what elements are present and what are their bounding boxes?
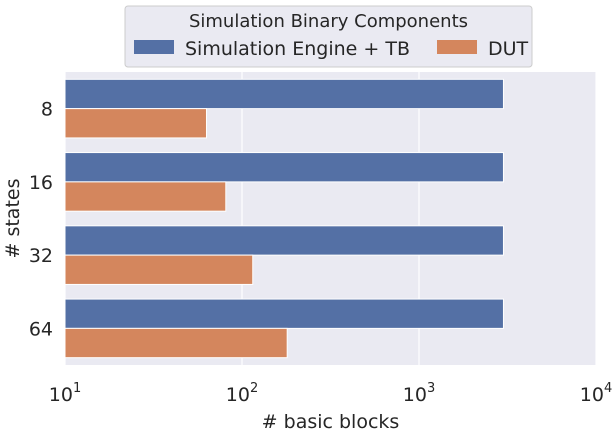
y-tick-label: 16 [29,172,53,194]
x-tick-exponent: 3 [427,381,435,396]
bar-dut-8 [64,108,207,139]
legend-label: Simulation Engine + TB [185,38,410,60]
bar-dut-32 [64,254,254,285]
legend-items: Simulation Engine + TB DUT [134,38,529,60]
bar-dut-64 [64,327,288,359]
bar-engine-tb-16 [64,152,504,183]
y-tick-labels: 8 16 32 64 [29,99,53,341]
bar-engine-tb-64 [64,298,504,329]
y-tick-label: 32 [29,245,53,267]
legend-title: Simulation Binary Components [189,11,468,32]
x-tick-label: 101 [49,381,81,406]
x-tick-exponent: 2 [250,381,258,396]
bar-dut-16 [64,181,227,212]
y-tick-label: 8 [41,99,53,121]
x-tick-exponent: 1 [73,381,81,396]
bars [64,78,504,359]
legend-frame [124,5,533,68]
x-tick-labels: 101 102 103 104 [49,381,612,406]
x-axis-label: # basic blocks [262,411,400,433]
x-tick-label: 104 [580,381,612,406]
legend-label: DUT [488,38,529,60]
x-tick-label: 102 [226,381,258,406]
legend-swatch [134,40,174,54]
bar-engine-tb-32 [64,225,504,256]
legend-swatch [437,40,477,54]
y-tick-label: 64 [29,318,53,340]
y-axis-label: # states [2,179,24,259]
x-tick-label: 103 [403,381,435,406]
legend: Simulation Binary Components Simulation … [124,5,533,68]
bar-engine-tb-8 [64,78,504,110]
x-tick-exponent: 4 [604,381,612,396]
